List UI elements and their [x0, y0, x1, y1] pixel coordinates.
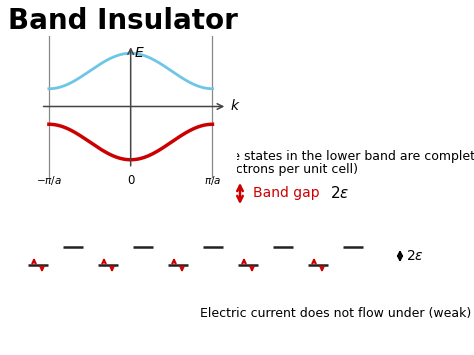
Text: $2\varepsilon$: $2\varepsilon$: [330, 185, 349, 201]
Text: 0: 0: [127, 174, 134, 187]
Text: $2\varepsilon$: $2\varepsilon$: [406, 249, 424, 263]
Text: E: E: [135, 46, 143, 60]
Text: Electric current does not flow under (weak) electric field.: Electric current does not flow under (we…: [200, 307, 474, 320]
Text: (2 electrons per unit cell): (2 electrons per unit cell): [200, 163, 358, 176]
Text: $-\pi/a$: $-\pi/a$: [36, 174, 62, 187]
Text: Band gap: Band gap: [253, 186, 319, 200]
Text: k: k: [230, 99, 238, 114]
Text: $\pi/a$: $\pi/a$: [204, 174, 221, 187]
Text: Band Insulator: Band Insulator: [8, 7, 238, 35]
Text: All the states in the lower band are completely filled.: All the states in the lower band are com…: [200, 150, 474, 163]
